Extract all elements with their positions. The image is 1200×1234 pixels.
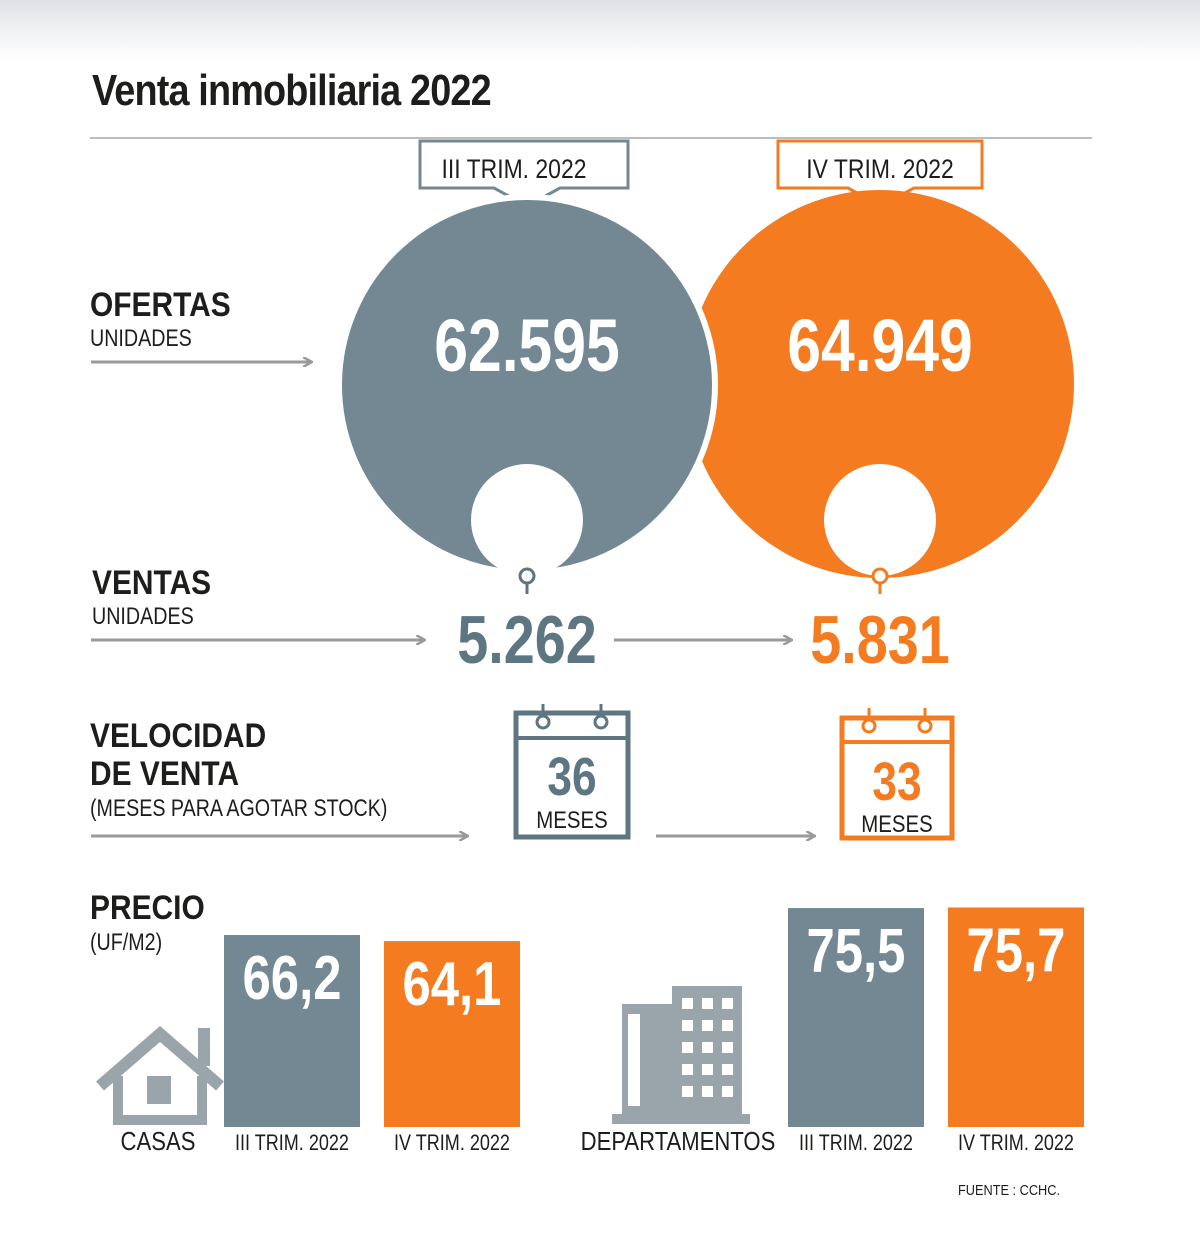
header-band bbox=[0, 0, 1200, 60]
period-tag-q3-label: III TRIM. 2022 bbox=[442, 154, 587, 184]
building-icon bbox=[612, 986, 750, 1124]
ventas-sublabel: UNIDADES bbox=[92, 603, 194, 630]
ventas-hole-q4 bbox=[824, 464, 936, 576]
ofertas-sublabel: UNIDADES bbox=[90, 325, 192, 352]
precio-sublabel: (UF/M2) bbox=[90, 929, 163, 956]
price-bar-1-0 bbox=[788, 908, 924, 1127]
period-tag-q4-label: IV TRIM. 2022 bbox=[806, 154, 953, 184]
price-bar-label-1-0: 75,5 bbox=[807, 917, 906, 986]
calendar-icon bbox=[513, 704, 631, 840]
price-bar-1-1 bbox=[948, 907, 1084, 1127]
ventas-value-q4: 5.831 bbox=[810, 603, 950, 678]
precio-label: PRECIO bbox=[90, 889, 205, 927]
source-note: FUENTE : CCHC. bbox=[958, 1182, 1060, 1199]
price-bar-label-0-0: 66,2 bbox=[243, 944, 342, 1013]
price-bar-label-0-1: 64,1 bbox=[403, 950, 502, 1019]
price-bar-category-1-1: IV TRIM. 2022 bbox=[958, 1131, 1074, 1155]
group-label-casas: CASAS bbox=[121, 1127, 196, 1156]
calendar-icon bbox=[839, 708, 955, 841]
price-bar-category-0-1: IV TRIM. 2022 bbox=[394, 1131, 510, 1155]
velocidad-value-q3: 36 bbox=[547, 747, 596, 807]
velocidad-unit-q4: MESES bbox=[861, 810, 932, 837]
title-rule bbox=[90, 137, 1092, 139]
velocidad-label-line1: VELOCIDAD bbox=[90, 717, 267, 755]
group-label-departamentos: DEPARTAMENTOS bbox=[581, 1127, 776, 1156]
price-bars: 66,2 III TRIM. 2022 64,1 IV TRIM. 2022 75,5 I… bbox=[224, 907, 1084, 1155]
velocidad-unit-q3: MESES bbox=[536, 806, 607, 833]
house-icon bbox=[96, 1026, 224, 1125]
price-bar-0-1 bbox=[384, 941, 520, 1127]
ofertas-value-q3: 62.595 bbox=[434, 305, 620, 387]
ventas-pin-q4 bbox=[871, 567, 889, 594]
page-title: Venta inmobiliaria 2022 bbox=[92, 66, 492, 115]
ofertas-circle-q4 bbox=[686, 190, 1074, 578]
velocidad-sublabel: (MESES PARA AGOTAR STOCK) bbox=[90, 795, 388, 822]
ventas-value-q3: 5.262 bbox=[457, 603, 597, 678]
ventas-label: VENTAS bbox=[92, 564, 212, 602]
price-bar-0-0 bbox=[224, 935, 360, 1127]
velocidad-label-line2: DE VENTA bbox=[90, 755, 240, 793]
ofertas-value-q4: 64.949 bbox=[787, 305, 973, 387]
price-bar-category-0-0: III TRIM. 2022 bbox=[235, 1131, 349, 1155]
ventas-hole-q3 bbox=[471, 464, 583, 576]
price-bar-label-1-1: 75,7 bbox=[967, 917, 1066, 986]
ofertas-label: OFERTAS bbox=[90, 286, 231, 324]
velocidad-value-q4: 33 bbox=[872, 752, 921, 812]
price-bar-category-1-0: III TRIM. 2022 bbox=[799, 1131, 913, 1155]
period-tag-q3: III TRIM. 2022 bbox=[418, 139, 630, 208]
ventas-pin-q3 bbox=[518, 567, 536, 594]
